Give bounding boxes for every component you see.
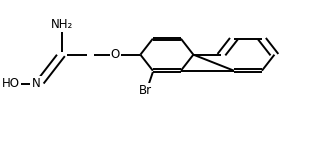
Text: Br: Br — [138, 84, 152, 97]
Text: NH₂: NH₂ — [51, 18, 74, 31]
Text: O: O — [111, 48, 120, 61]
Text: N: N — [31, 77, 40, 90]
Text: HO: HO — [2, 77, 20, 90]
